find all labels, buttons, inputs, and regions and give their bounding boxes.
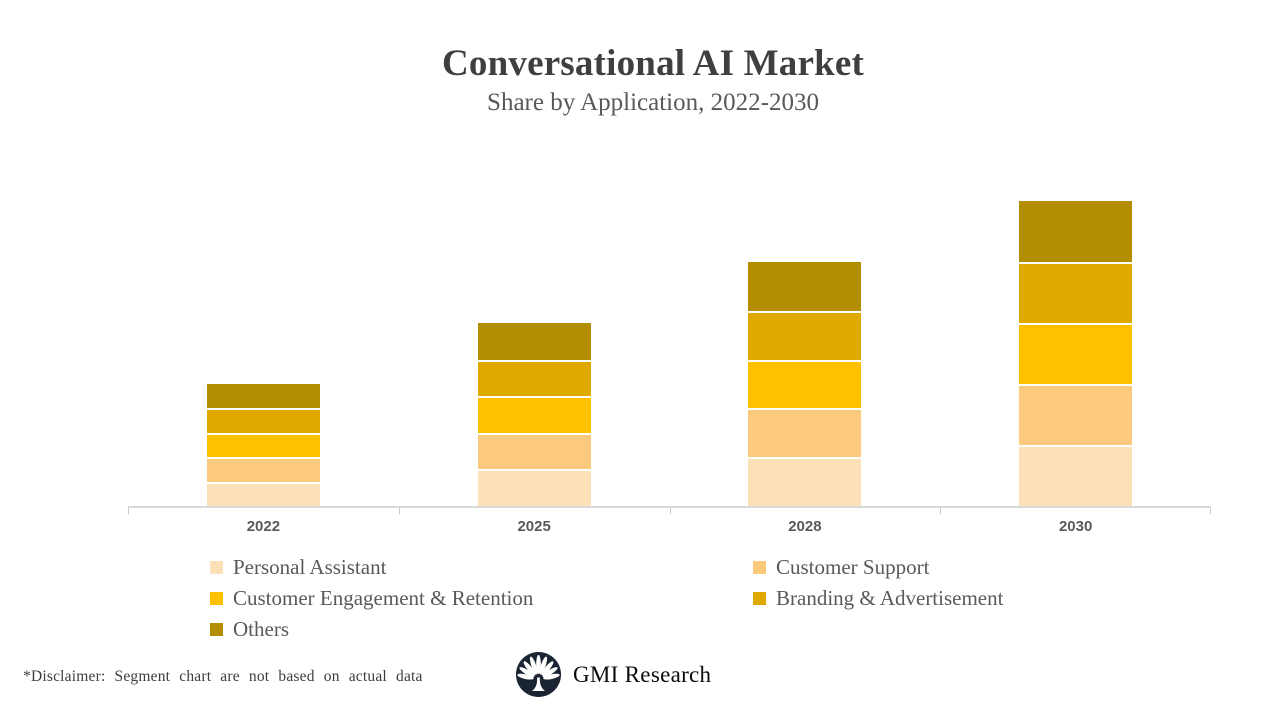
x-axis-label-2025: 2025	[517, 518, 551, 535]
legend-item-others: Others	[210, 614, 753, 645]
brand-name: GMI Research	[573, 661, 712, 687]
segment-2025-customer-support	[477, 432, 591, 470]
x-axis-tick	[669, 508, 671, 514]
legend-swatch-others	[210, 623, 223, 636]
bar-2022	[206, 384, 320, 506]
gmi-palm-logo-icon	[515, 651, 562, 698]
legend: Personal Assistant Customer Support Custom…	[210, 552, 1110, 645]
legend-swatch-branding-advertisement	[753, 592, 766, 605]
x-axis-labels: 2022 2025 2028 2030	[128, 518, 1211, 538]
bar-2028	[748, 262, 862, 506]
bars-layer	[128, 0, 1211, 508]
chart-subtitle: Share by Application, 2022-2030	[487, 88, 819, 116]
legend-swatch-customer-engagement-retention	[210, 592, 223, 605]
x-axis-tick	[1210, 508, 1211, 514]
segment-2030-customer-support	[1019, 384, 1133, 445]
bar-2030	[1019, 201, 1133, 506]
segment-2025-customer-engagement-retention	[477, 396, 591, 433]
legend-label: Customer Engagement & Retention	[233, 586, 534, 610]
legend-swatch-personal-assistant	[210, 561, 223, 574]
segment-2030-customer-engagement-retention	[1019, 323, 1133, 384]
segment-2028-customer-engagement-retention	[748, 359, 862, 409]
segment-2028-others	[748, 262, 862, 311]
legend-item-branding-advertisement: Branding & Advertisement	[753, 583, 1110, 614]
segment-2030-others	[1019, 201, 1133, 262]
legend-label: Customer Support	[776, 555, 930, 579]
segment-2022-others	[206, 384, 320, 409]
segment-2025-personal-assistant	[477, 469, 591, 506]
segment-2022-branding-advertisement	[206, 408, 320, 433]
segment-2028-branding-advertisement	[748, 310, 862, 360]
segment-2030-branding-advertisement	[1019, 262, 1133, 323]
segment-2030-personal-assistant	[1019, 445, 1133, 506]
legend-swatch-customer-support	[753, 561, 766, 574]
legend-item-personal-assistant: Personal Assistant	[210, 552, 753, 583]
legend-item-customer-support: Customer Support	[753, 552, 1110, 583]
x-axis-label-2022: 2022	[246, 518, 281, 535]
x-axis-ticks	[128, 508, 1211, 515]
disclaimer-text: *Disclaimer: Segment chart are not based…	[23, 668, 423, 685]
segment-2022-personal-assistant	[206, 481, 320, 506]
x-axis-tick	[398, 508, 400, 514]
segment-2025-others	[477, 323, 591, 360]
chart-header: Conversational AI Market Share by Applic…	[0, 43, 1280, 117]
plot-area	[128, 0, 1211, 508]
legend-item-customer-engagement-retention: Customer Engagement & Retention	[210, 583, 753, 614]
bar-2025	[477, 323, 591, 506]
x-axis-label-2028: 2028	[788, 518, 822, 535]
legend-label: Personal Assistant	[233, 555, 387, 579]
chart-title: Conversational AI Market	[441, 43, 865, 84]
x-axis-tick	[128, 508, 129, 514]
x-axis-label-2030: 2030	[1058, 518, 1093, 535]
segment-2022-customer-support	[206, 457, 320, 482]
brand-logo: GMI Research	[515, 651, 711, 698]
legend-label: Branding & Advertisement	[776, 586, 1004, 610]
x-axis-line	[128, 506, 1211, 508]
segment-2022-customer-engagement-retention	[206, 432, 320, 458]
segment-2028-customer-support	[748, 408, 862, 458]
legend-label: Others	[233, 617, 289, 641]
segment-2028-personal-assistant	[748, 457, 862, 506]
segment-2025-branding-advertisement	[477, 359, 591, 397]
x-axis-tick	[940, 508, 942, 514]
